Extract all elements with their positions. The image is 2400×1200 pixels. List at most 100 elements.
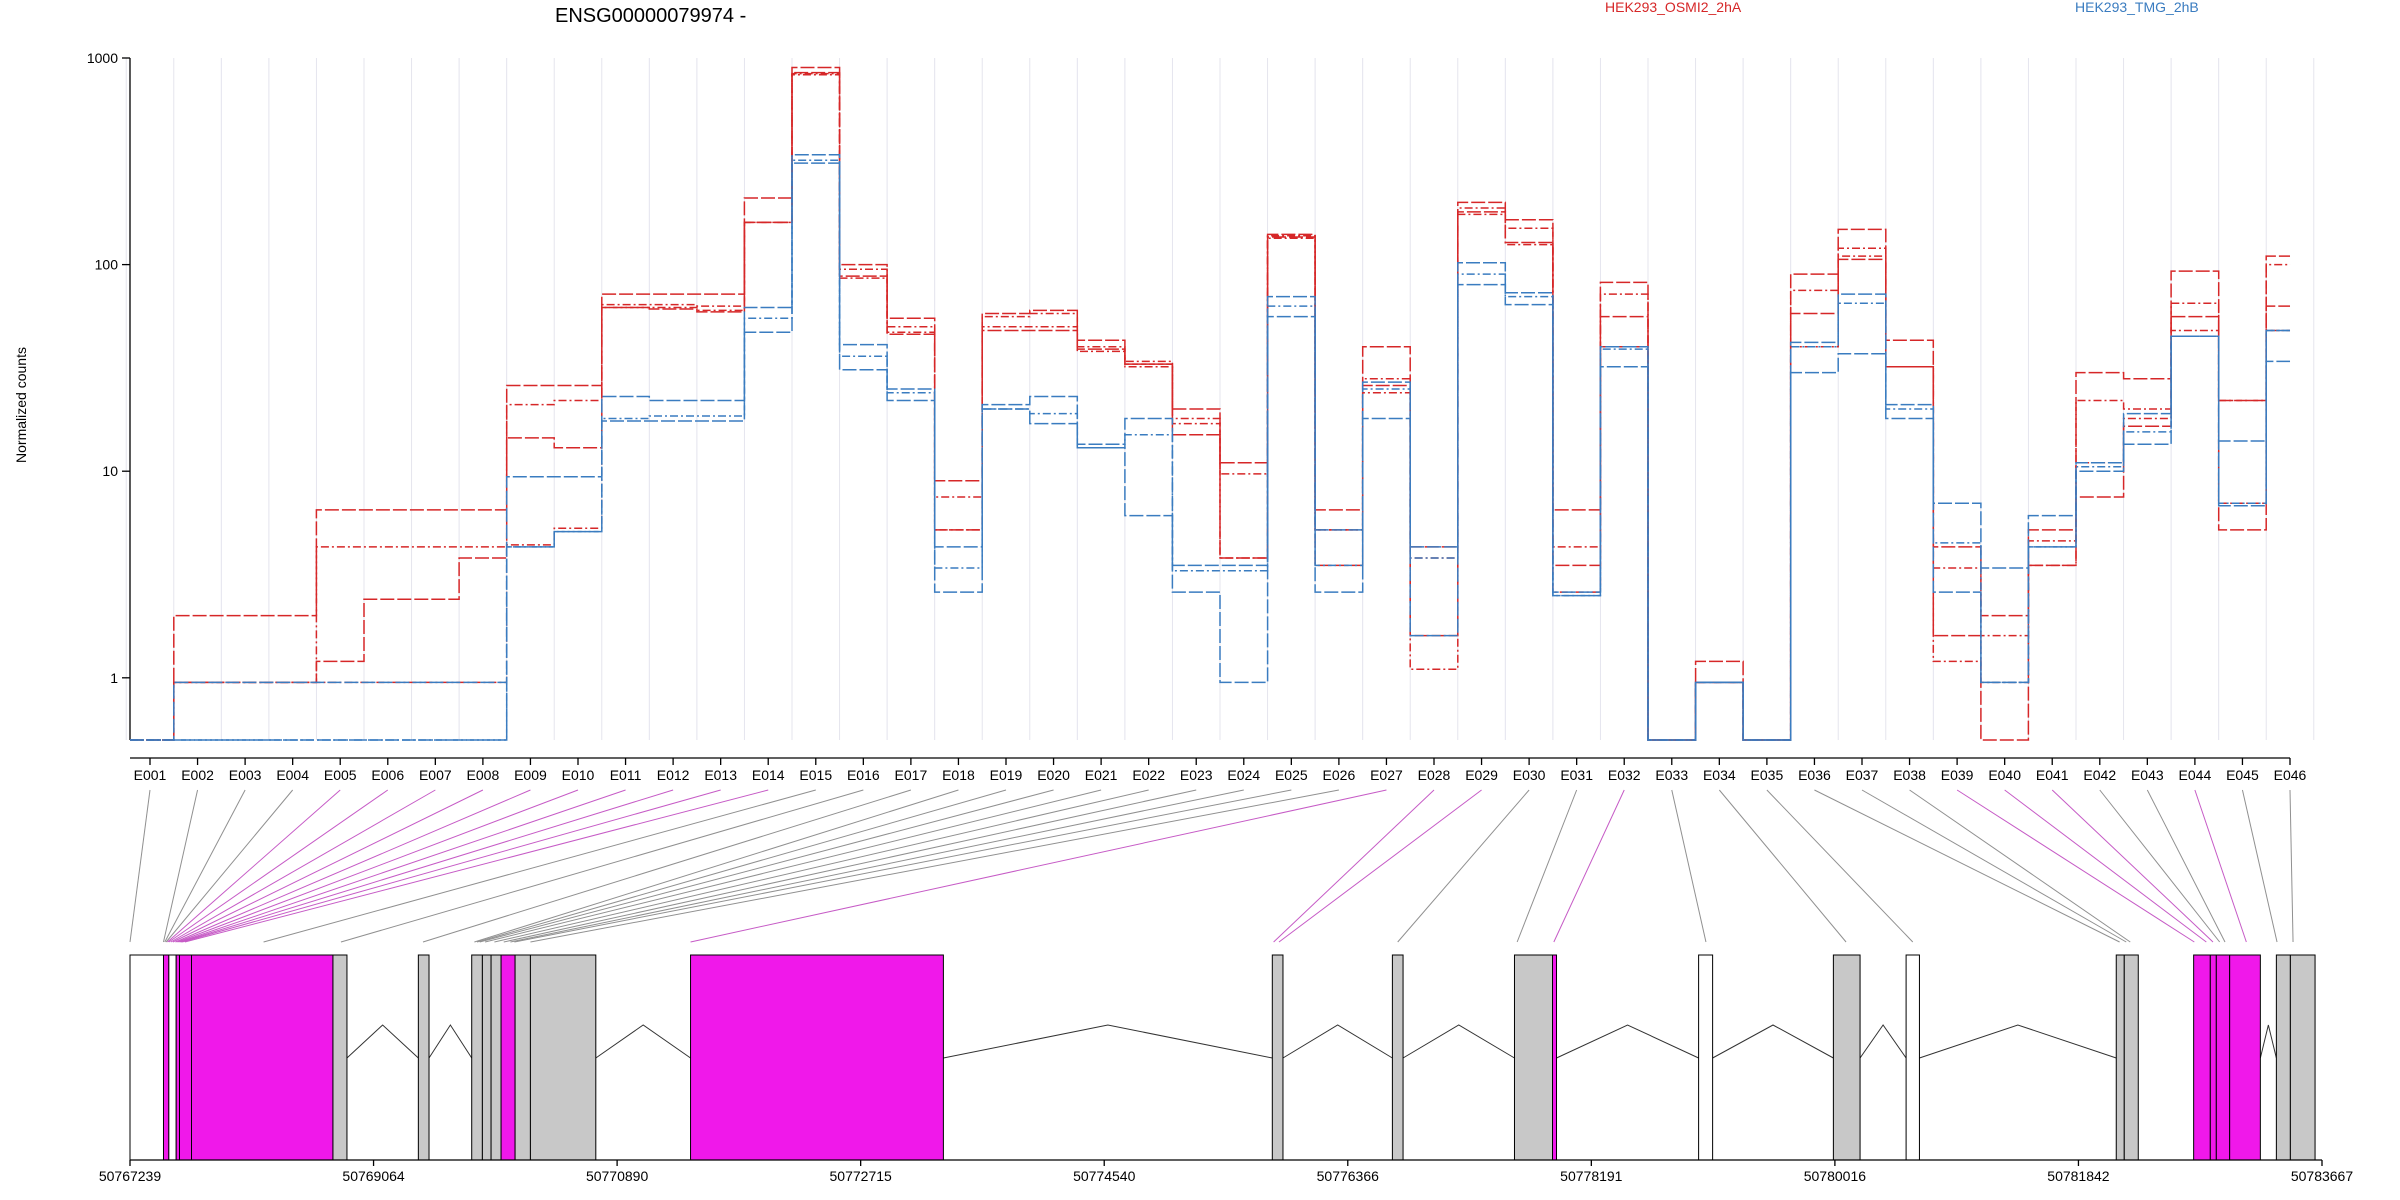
exon-connector [177, 789, 579, 943]
series-path [130, 159, 2290, 741]
exon-connector [163, 789, 199, 943]
intron-line [428, 1024, 473, 1059]
y-tick-label: 1000 [87, 50, 118, 66]
series-line [130, 66, 2291, 741]
exon-label: E038 [1893, 767, 1926, 783]
exon-connector [2241, 789, 2278, 943]
exon-block [417, 954, 430, 1161]
exon-label: E014 [752, 767, 785, 783]
series-line [130, 73, 2291, 741]
intron-line [1712, 1024, 1834, 1059]
exon-label: E024 [1227, 767, 1260, 783]
series-line [130, 71, 2291, 741]
exon-connectors [129, 789, 2294, 943]
exon-label: E005 [324, 767, 357, 783]
exon-connector [479, 789, 1054, 943]
exon-connector [165, 789, 294, 943]
exon-connector [514, 789, 1292, 943]
y-tick-label: 100 [95, 257, 119, 273]
exon-block [168, 954, 177, 1161]
exon-block [1905, 954, 1920, 1161]
y-tick-label: 1 [110, 670, 118, 686]
exon-block [1832, 954, 1861, 1161]
exon-block [191, 954, 334, 1161]
series-path [130, 72, 2290, 741]
exon-block [175, 954, 181, 1161]
exon-connector [1278, 789, 1482, 943]
exon-label: E041 [2036, 767, 2069, 783]
exon-connector [1273, 789, 1435, 943]
exon-connector [170, 789, 436, 943]
exon-block [162, 954, 170, 1161]
exon-label: E028 [1418, 767, 1451, 783]
exon-block [514, 954, 531, 1161]
exon-connector [182, 789, 721, 943]
exon-label: E040 [1988, 767, 2021, 783]
exon-label: E021 [1085, 767, 1118, 783]
exon-block [129, 954, 164, 1161]
exon-label: E043 [2131, 767, 2164, 783]
exon-connector [2289, 789, 2294, 943]
exon-label: E004 [276, 767, 309, 783]
exon-label: E023 [1180, 767, 1213, 783]
exon-block [2115, 954, 2125, 1161]
exon-label: E015 [799, 767, 832, 783]
exon-block [471, 954, 483, 1161]
exon-label: E013 [704, 767, 737, 783]
exon-block [1552, 954, 1558, 1161]
exon-label: E007 [419, 767, 452, 783]
exon-connector [179, 789, 626, 943]
exon-label: E045 [2226, 767, 2259, 783]
exon-connector [175, 789, 531, 943]
genome-tick-label: 50772715 [830, 1168, 893, 1184]
exon-block [2229, 954, 2261, 1161]
genome-tick-label: 50780016 [1804, 1168, 1867, 1184]
exon-label: E022 [1132, 767, 1165, 783]
exon-label: E017 [895, 767, 928, 783]
exon-connector [494, 789, 1149, 943]
exon-label: E039 [1941, 767, 1974, 783]
exon-block [529, 954, 597, 1161]
exon-block [500, 954, 516, 1161]
series-path [130, 66, 2290, 741]
exon-label: E025 [1275, 767, 1308, 783]
exon-block [1271, 954, 1284, 1161]
intron-line [1919, 1024, 2117, 1059]
exon-connector [1909, 789, 2131, 943]
exon-block [1513, 954, 1554, 1161]
exon-block [1698, 954, 1714, 1161]
exon-label: E037 [1846, 767, 1879, 783]
exon-label: E031 [1560, 767, 1593, 783]
exon-connector [263, 789, 816, 943]
exon-label: E030 [1513, 767, 1546, 783]
genome-tick-label: 50769064 [342, 1168, 405, 1184]
exon-connector [184, 789, 769, 943]
exon-block [2215, 954, 2231, 1161]
exon-connector [1516, 789, 1578, 943]
exon-connector [1766, 789, 1914, 943]
exon-connector [1956, 789, 2195, 943]
exon-block [2275, 954, 2291, 1161]
exon-label: E016 [847, 767, 880, 783]
series-line [130, 154, 2291, 741]
exon-block [481, 954, 492, 1161]
exon-block [490, 954, 502, 1161]
exon-label: E001 [134, 767, 167, 783]
exon-connector [164, 789, 246, 943]
intron-line [1402, 1024, 1515, 1059]
exon-label: E036 [1798, 767, 1831, 783]
exon-label: E010 [562, 767, 595, 783]
exon-connector [530, 789, 1339, 943]
genome-tick-label: 50776366 [1317, 1168, 1380, 1184]
exon-label: E006 [371, 767, 404, 783]
series-path [130, 154, 2290, 741]
series-path [130, 162, 2290, 741]
exon-connector [2194, 789, 2247, 943]
exon-block [2289, 954, 2316, 1161]
chart-title: ENSG00000079974 - [555, 5, 746, 27]
exon-label: E029 [1465, 767, 1498, 783]
exon-connector [2004, 789, 2207, 943]
series-line [130, 159, 2291, 741]
exon-connector [484, 789, 1102, 943]
intron-line [1282, 1024, 1393, 1059]
